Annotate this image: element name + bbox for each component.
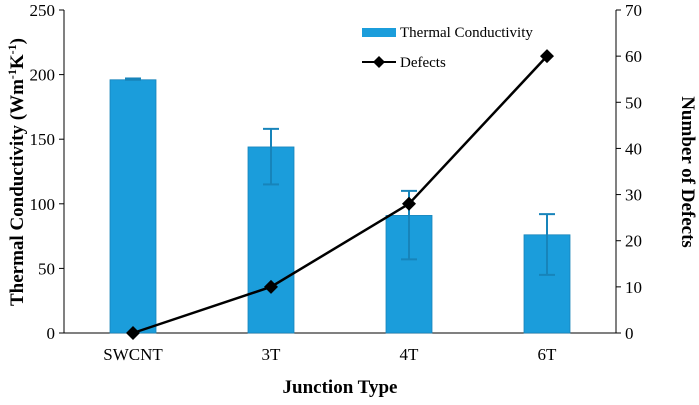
right-tick-label: 20 [625,232,642,251]
y-left-title-sup1: -1 [5,69,19,79]
left-tick-label: 200 [30,66,56,85]
bar-series [109,79,571,334]
error-bars [125,77,555,276]
y-left-title-mid: K [7,54,28,69]
defects-line [132,55,548,335]
x-tick-label-swcnt: SWCNT [103,345,163,364]
left-tick-label: 100 [30,195,56,214]
defects-point-3t [264,279,278,294]
y-left-title-sup2: -1 [5,44,19,54]
x-tick-label-6t: 6T [538,345,558,364]
defects-point-6t [540,49,554,64]
y-axis-left-title: Thermal Conductivity (Wm-1K-1) [5,38,28,306]
left-tick-label: 0 [47,324,56,343]
plot-area: 0 50 100 150 200 250 0 10 20 30 40 50 60 70 SWCNT 3T 4… [30,1,643,364]
legend-swatch-thermal-conductivity [362,28,396,37]
y-left-title-main: Thermal Conductivity (Wm [7,79,28,306]
defects-point-swcnt [126,326,140,340]
left-axis-ticks: 0 50 100 150 200 250 [30,1,64,343]
right-tick-label: 0 [625,324,634,343]
left-tick-label: 50 [38,259,55,278]
legend-label-defects: Defects [400,55,446,71]
right-tick-label: 40 [625,139,642,158]
right-axis-ticks: 0 10 20 30 40 50 60 70 [616,1,642,343]
bar-swcnt [109,79,157,334]
left-tick-label: 150 [30,130,56,149]
right-tick-label: 60 [625,47,642,66]
right-tick-label: 10 [625,278,642,297]
legend: Thermal Conductivity Defects [362,25,533,71]
right-tick-label: 70 [625,1,642,20]
defects-point-4t [402,196,416,211]
y-axis-right-title: Number of Defects [677,96,698,248]
x-tick-labels: SWCNT 3T 4T 6T [103,345,557,364]
legend-label-thermal-conductivity: Thermal Conductivity [400,25,533,41]
right-tick-label: 50 [625,93,642,112]
x-tick-label-4t: 4T [400,345,420,364]
x-tick-label-3t: 3T [262,345,282,364]
right-tick-label: 30 [625,186,642,205]
left-tick-label: 250 [30,1,56,20]
x-axis-title: Junction Type [283,377,398,398]
legend-marker-defects [373,56,385,68]
defects-line-series [126,49,554,340]
y-left-title-end: ) [7,38,28,44]
